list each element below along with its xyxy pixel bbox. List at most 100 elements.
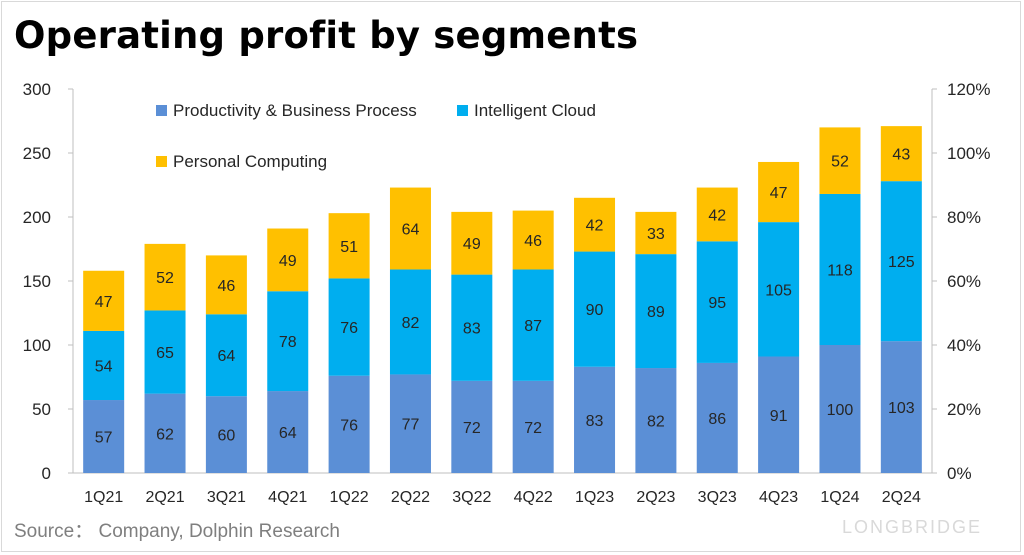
- bar-segment: [512, 210, 554, 270]
- data-label: 62: [156, 426, 174, 443]
- bar-segment: [758, 161, 800, 223]
- data-label: 82: [402, 315, 420, 332]
- bar-segment: [328, 278, 370, 376]
- bar-segment: [267, 228, 309, 292]
- x-tick-label: 3Q23: [698, 489, 737, 506]
- data-label: 33: [647, 226, 665, 243]
- data-label: 47: [95, 294, 113, 311]
- bar-segment: [328, 213, 370, 279]
- data-label: 52: [831, 154, 849, 171]
- y2-tick-label: 40%: [947, 336, 981, 355]
- bar-segment: [267, 291, 309, 392]
- bar-segment: [819, 193, 861, 345]
- legend-swatch: [156, 156, 167, 167]
- bar-segment: [267, 391, 309, 473]
- bar-segment: [696, 362, 738, 473]
- bar-segment: [451, 211, 493, 275]
- x-tick-label: 2Q23: [636, 489, 675, 506]
- data-label: 118: [827, 262, 853, 279]
- x-tick-label: 2Q21: [145, 489, 184, 506]
- data-label: 100: [827, 402, 854, 419]
- data-label: 83: [586, 413, 604, 430]
- y2-tick-label: 0%: [947, 464, 972, 483]
- bar-segment: [574, 197, 616, 252]
- bar-segment: [205, 255, 247, 315]
- data-label: 89: [647, 304, 665, 321]
- x-tick-label: 1Q21: [84, 489, 123, 506]
- legend-swatch: [156, 105, 167, 116]
- data-label: 57: [95, 430, 113, 447]
- source-note: Source： Company, Dolphin Research: [14, 521, 340, 542]
- legend-swatch: [457, 105, 468, 116]
- y-tick-label: 200: [23, 208, 51, 227]
- bar-segment: [819, 127, 861, 194]
- bar-segment: [574, 251, 616, 367]
- bar-segment: [83, 270, 125, 331]
- legend-label: Intelligent Cloud: [474, 101, 596, 120]
- y-tick-label: 150: [23, 272, 51, 291]
- bar-segment: [389, 187, 431, 270]
- y-tick-label: 50: [32, 400, 51, 419]
- y2-tick-label: 120%: [947, 80, 990, 99]
- data-label: 77: [402, 417, 420, 434]
- data-label: 125: [888, 254, 915, 271]
- y-tick-label: 300: [23, 80, 51, 99]
- data-label: 105: [765, 282, 792, 299]
- x-tick-label: 4Q23: [759, 489, 798, 506]
- data-label: 87: [524, 318, 542, 335]
- y2-tick-label: 100%: [947, 144, 990, 163]
- y2-tick-label: 80%: [947, 208, 981, 227]
- bar-segment: [144, 393, 186, 473]
- x-tick-label: 4Q21: [268, 489, 307, 506]
- data-label: 90: [586, 302, 604, 319]
- chart-title: Operating profit by segments: [14, 14, 639, 57]
- data-label: 95: [708, 295, 726, 312]
- data-label: 83: [463, 321, 481, 338]
- x-tick-label: 2Q24: [882, 489, 921, 506]
- bar-segment: [451, 274, 493, 381]
- watermark: LONGBRIDGE: [841, 517, 982, 537]
- data-label: 60: [217, 428, 235, 445]
- data-label: 78: [279, 334, 297, 351]
- x-tick-label: 3Q21: [207, 489, 246, 506]
- data-label: 82: [647, 414, 665, 431]
- data-label: 51: [340, 239, 358, 256]
- bar-segment: [205, 314, 247, 397]
- bar-segment: [389, 269, 431, 375]
- data-label: 76: [340, 320, 358, 337]
- data-label: 72: [524, 420, 542, 437]
- data-label: 46: [217, 278, 235, 295]
- data-label: 46: [524, 233, 542, 250]
- data-label: 103: [888, 400, 915, 417]
- data-label: 72: [463, 420, 481, 437]
- legend-label: Personal Computing: [173, 152, 327, 171]
- bar-segment: [880, 341, 922, 473]
- data-label: 52: [156, 270, 174, 287]
- data-label: 65: [156, 345, 174, 362]
- bar-segment: [635, 254, 677, 369]
- bar-segment: [328, 375, 370, 473]
- bar-segment: [205, 396, 247, 473]
- y2-tick-label: 60%: [947, 272, 981, 291]
- data-label: 64: [279, 425, 297, 442]
- bar-segment: [574, 366, 616, 473]
- y-tick-label: 0: [42, 464, 51, 483]
- x-tick-label: 4Q22: [514, 489, 553, 506]
- bar-segment: [144, 310, 186, 394]
- data-label: 64: [217, 348, 235, 365]
- x-tick-label: 1Q23: [575, 489, 614, 506]
- bar-segment: [635, 211, 677, 255]
- data-label: 49: [279, 253, 297, 270]
- data-label: 43: [892, 147, 910, 164]
- bar-segment: [880, 126, 922, 182]
- data-label: 42: [586, 218, 604, 235]
- data-label: 54: [95, 358, 113, 375]
- bar-segment: [83, 330, 125, 401]
- data-label: 49: [463, 236, 481, 253]
- bar-segment: [451, 380, 493, 473]
- data-label: 76: [340, 417, 358, 434]
- bar-segment: [635, 368, 677, 473]
- bar-segment: [389, 374, 431, 473]
- bar-segment: [512, 380, 554, 473]
